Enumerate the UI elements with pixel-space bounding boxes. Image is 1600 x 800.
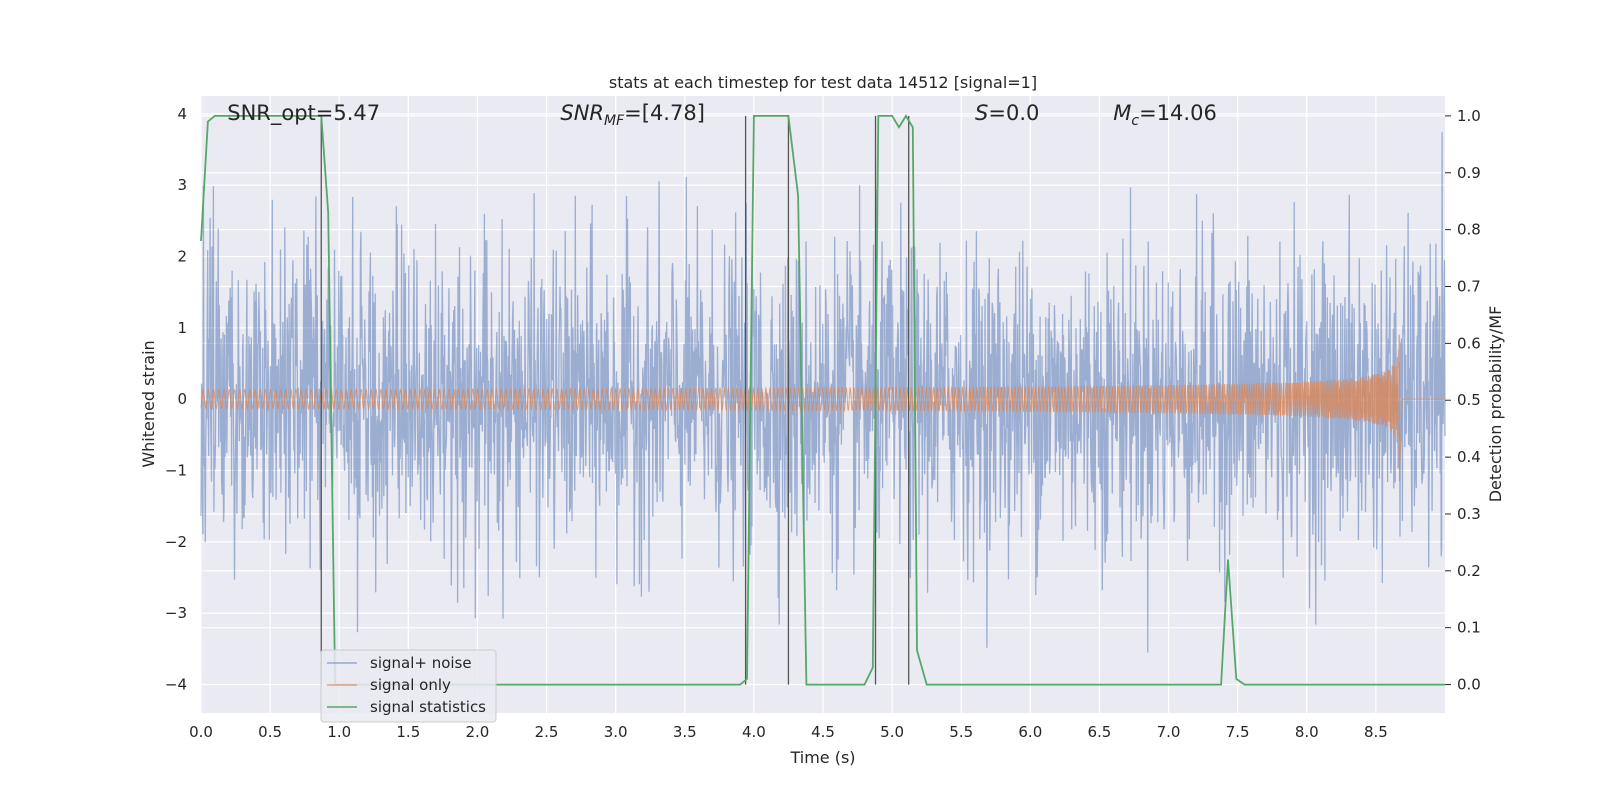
x-tick-label: 4.0 [742,723,766,741]
x-axis-label: Time (s) [789,748,855,767]
legend-box [320,649,497,723]
left-y-axis-label: Whitened strain [139,340,158,467]
right-y-tick-label: 0.8 [1457,221,1481,239]
x-tick-label: 6.5 [1088,723,1112,741]
annotation-mc: Mc=14.06 [1113,101,1217,129]
x-tick-label: 4.5 [811,723,835,741]
x-tick-label: 8.0 [1295,723,1319,741]
right-y-tick-label: 0.9 [1457,164,1481,182]
annotation-snr-mf: SNRMF=[4.78] [560,101,705,129]
x-tick-label: 0.5 [258,723,282,741]
annotation-s-stat: S=0.0 [975,101,1039,125]
left-y-tick-label: −2 [165,533,187,551]
legend-label-signal-noise: signal+ noise [370,654,472,672]
tick-labels: 0.0 0.5 1.0 1.5 2.0 2.5 3.0 3.5 4.0 4.5 5.0 5.5 6.0 6… [165,105,1481,741]
x-tick-label: 8.5 [1364,723,1388,741]
signal-statistics-line [200,114,1445,686]
x-tick-label: 7.5 [1226,723,1250,741]
x-tick-label: 5.0 [880,723,904,741]
right-y-tick-label: 0.6 [1457,334,1481,352]
chart-title: stats at each timestep for test data 145… [609,73,1037,92]
signal-only-line [200,334,1445,482]
signal-only-series [200,334,1445,482]
right-y-tick-label: 0.1 [1457,619,1481,637]
left-y-tick-label: 3 [177,176,187,194]
right-y-tick-label: 0.7 [1457,278,1481,296]
x-tick-label: 3.0 [604,723,628,741]
left-y-tick-label: −4 [165,675,187,693]
legend: signal+ noise signal only signal statist… [320,649,497,723]
right-y-tick-label: 1.0 [1457,107,1481,125]
x-tick-label: 1.5 [396,723,420,741]
x-tick-label: 3.5 [673,723,697,741]
right-y-tick-label: 0.3 [1457,505,1481,523]
x-tick-label: 6.0 [1018,723,1042,741]
x-tick-label: 7.0 [1157,723,1181,741]
left-y-tick-label: 4 [177,105,187,123]
left-y-tick-label: 1 [177,319,187,337]
right-y-tick-label: 0.5 [1457,391,1481,409]
left-y-tick-label: 0 [177,390,187,408]
legend-label-signal-only: signal only [370,676,451,694]
left-y-tick-label: −3 [165,604,187,622]
annotation-snr-opt: SNR_opt=5.47 [227,101,380,126]
left-y-tick-label: −1 [165,461,187,479]
legend-label-signal-statistics: signal statistics [370,698,486,716]
x-tick-label: 1.0 [327,723,351,741]
annotations: SNR_opt=5.47 SNRMF=[4.78] S=0.0 Mc=14.06 [227,101,1217,129]
x-tick-label: 5.5 [949,723,973,741]
right-y-tick-label: 0.4 [1457,448,1481,466]
x-tick-label: 0.0 [189,723,213,741]
left-y-tick-label: 2 [177,247,187,265]
signal-statistics-series [200,114,1445,686]
right-y-tick-label: 0.2 [1457,562,1481,580]
right-y-tick-label: 0.0 [1457,676,1481,694]
x-tick-label: 2.5 [535,723,559,741]
right-y-axis-label: Detection probability/MF [1486,306,1505,503]
x-tick-label: 2.0 [466,723,490,741]
